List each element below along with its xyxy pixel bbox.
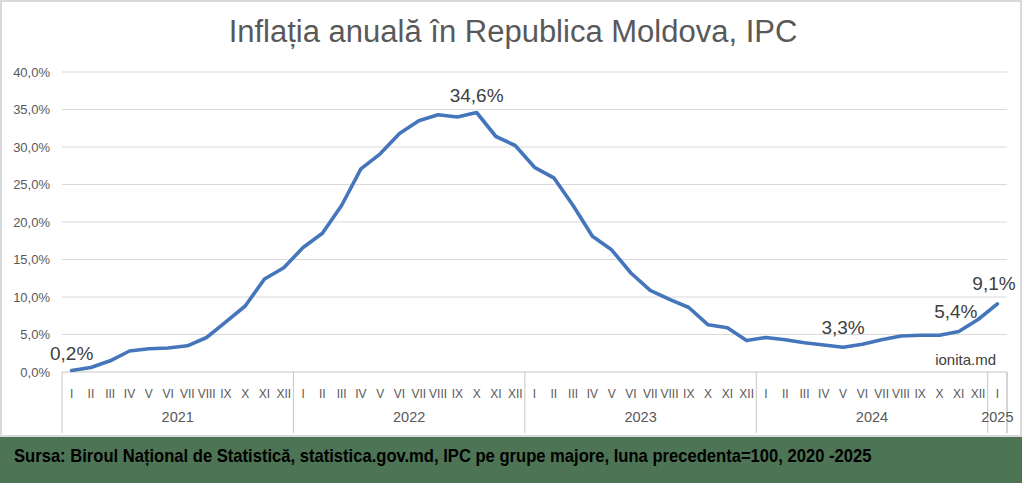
year-label: 2022	[393, 409, 425, 425]
month-tick-label: I	[301, 387, 304, 401]
month-tick-label: X	[241, 387, 249, 401]
month-tick-label: XI	[953, 387, 964, 401]
month-tick-label: IV	[355, 387, 366, 401]
month-tick-label: X	[704, 387, 712, 401]
month-tick-label: II	[550, 387, 557, 401]
y-tick-label: 35,0%	[13, 102, 50, 117]
month-tick-label: III	[799, 387, 809, 401]
month-tick-label: IV	[124, 387, 135, 401]
month-tick-label: IX	[220, 387, 231, 401]
data-label: 5,4%	[934, 301, 977, 322]
month-tick-label: IV	[587, 387, 598, 401]
month-tick-label: XII	[508, 387, 523, 401]
month-tick-label: V	[839, 387, 847, 401]
year-label: 2025	[981, 409, 1013, 425]
month-tick-label: I	[70, 387, 73, 401]
month-tick-label: III	[337, 387, 347, 401]
data-label: 3,3%	[821, 317, 864, 338]
data-label: 0,2%	[50, 343, 93, 364]
watermark-text: ionita.md	[935, 351, 996, 368]
month-tick-label: VII	[180, 387, 195, 401]
year-label: 2023	[624, 409, 656, 425]
month-tick-label: X	[473, 387, 481, 401]
month-tick-label: XI	[259, 387, 270, 401]
y-tick-label: 20,0%	[13, 215, 50, 230]
month-tick-label: VI	[625, 387, 636, 401]
y-tick-label: 30,0%	[13, 140, 50, 155]
month-tick-label: VI	[857, 387, 868, 401]
month-tick-label: VII	[643, 387, 658, 401]
year-label: 2024	[856, 409, 888, 425]
month-tick-label: II	[88, 387, 95, 401]
month-tick-label: VIII	[198, 387, 216, 401]
month-tick-label: I	[996, 387, 999, 401]
month-tick-label: IV	[818, 387, 829, 401]
month-tick-label: I	[764, 387, 767, 401]
month-tick-label: IX	[683, 387, 694, 401]
month-tick-label: IX	[915, 387, 926, 401]
month-tick-label: V	[376, 387, 384, 401]
month-tick-label: XII	[276, 387, 291, 401]
month-tick-label: XII	[739, 387, 754, 401]
month-tick-label: XI	[722, 387, 733, 401]
month-tick-label: VI	[162, 387, 173, 401]
y-tick-label: 10,0%	[13, 290, 50, 305]
y-tick-label: 15,0%	[13, 252, 50, 267]
month-tick-label: X	[935, 387, 943, 401]
y-tick-label: 5,0%	[20, 327, 50, 342]
month-tick-label: V	[608, 387, 616, 401]
month-tick-label: XII	[971, 387, 986, 401]
data-label: 9,1%	[972, 273, 1015, 294]
month-tick-label: III	[105, 387, 115, 401]
source-band: Sursa: Biroul Național de Statistică, st…	[0, 437, 1022, 483]
source-note: Sursa: Biroul Național de Statistică, st…	[14, 445, 871, 467]
data-label: 34,6%	[450, 85, 504, 106]
month-tick-label: V	[145, 387, 153, 401]
month-tick-label: III	[568, 387, 578, 401]
y-tick-label: 40,0%	[13, 65, 50, 80]
month-tick-label: II	[319, 387, 326, 401]
month-tick-label: XI	[490, 387, 501, 401]
month-tick-label: VIII	[892, 387, 910, 401]
month-tick-label: VI	[394, 387, 405, 401]
month-tick-label: I	[533, 387, 536, 401]
line-chart-plot: 0,0% 5,0% 10,0% 15,0% 20,0% 25,0% 30,0% 35,0% 40…	[2, 2, 1022, 439]
month-tick-label: VII	[411, 387, 426, 401]
y-tick-label: 0,0%	[20, 365, 50, 380]
month-tick-label: VII	[874, 387, 889, 401]
y-tick-label: 25,0%	[13, 177, 50, 192]
year-label: 2021	[162, 409, 194, 425]
month-tick-label: VIII	[660, 387, 678, 401]
month-tick-label: IX	[452, 387, 463, 401]
chart-frame: Inflația anuală în Republica Moldova, IP…	[0, 0, 1022, 437]
month-tick-label: II	[782, 387, 789, 401]
month-tick-label: VIII	[429, 387, 447, 401]
